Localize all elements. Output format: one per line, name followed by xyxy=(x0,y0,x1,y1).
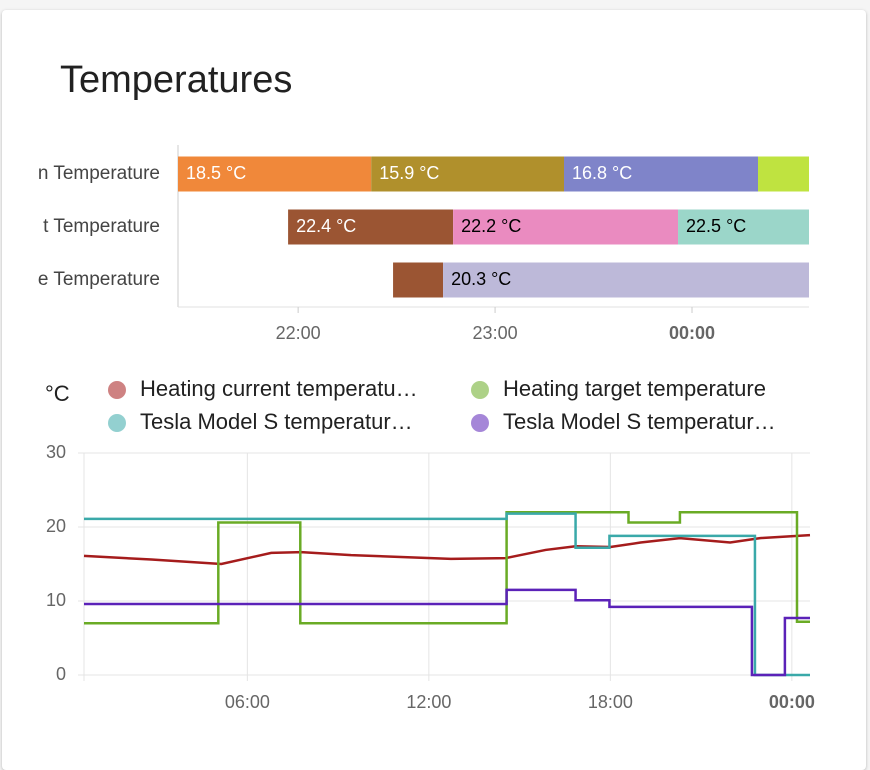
history-card xyxy=(2,10,866,770)
series-line xyxy=(83,533,811,566)
x-tick-label: 18:00 xyxy=(588,692,633,712)
legend-label: Heating target temperature xyxy=(503,376,766,401)
timeline-segment xyxy=(288,209,454,245)
timeline-segment xyxy=(371,156,565,192)
timeline-segment xyxy=(757,156,809,192)
timeline-segment xyxy=(443,262,809,298)
x-tick-label: 00:00 xyxy=(669,323,715,343)
segment-label: 15.9 °C xyxy=(379,163,439,183)
legend-label: Tesla Model S temperatur… xyxy=(503,409,776,434)
y-tick-label: 0 xyxy=(56,664,66,684)
card-content: Temperatures 22:00 23:00 00:00 n Temperatur… xyxy=(38,59,815,712)
segment-label: 20.3 °C xyxy=(451,269,511,289)
timeline-segment xyxy=(393,262,444,298)
segment-label: 22.4 °C xyxy=(296,216,356,236)
y-tick-label: 20 xyxy=(46,516,66,536)
legend-swatch xyxy=(471,414,489,432)
x-tick-label: 06:00 xyxy=(225,692,270,712)
row-label: n Temperature xyxy=(38,163,160,184)
segment-label: 22.2 °C xyxy=(461,216,521,236)
legend-swatch xyxy=(108,381,126,399)
legend-label: Heating current temperatu… xyxy=(140,376,418,401)
legend-swatch xyxy=(108,414,126,432)
series-line xyxy=(84,588,810,677)
x-tick-label: 00:00 xyxy=(769,692,815,712)
x-tick-label: 23:00 xyxy=(473,323,518,343)
timeline-segment xyxy=(564,156,758,192)
legend-label: Tesla Model S temperatur… xyxy=(140,409,413,434)
page: Temperatures 22:00 23:00 00:00 n Temperatur… xyxy=(37,59,815,712)
y-tick-label: 30 xyxy=(46,442,66,462)
x-tick-label: 22:00 xyxy=(276,323,321,343)
timeline-segment xyxy=(178,156,372,192)
series-line xyxy=(84,510,810,625)
series-line xyxy=(84,512,810,677)
x-tick-label: 12:00 xyxy=(406,692,451,712)
row-label: e Temperature xyxy=(38,269,160,290)
segment-label: 18.5 °C xyxy=(186,163,246,183)
y-axis-label: °C xyxy=(45,381,70,406)
row-label: t Temperature xyxy=(43,216,160,237)
card-title: Temperatures xyxy=(60,59,292,101)
segment-label: 16.8 °C xyxy=(572,163,632,183)
timeline-segment xyxy=(453,209,679,245)
legend-swatch xyxy=(471,381,489,399)
y-tick-label: 10 xyxy=(46,590,66,610)
segment-label: 22.5 °C xyxy=(686,216,746,236)
timeline-segment xyxy=(678,209,809,245)
